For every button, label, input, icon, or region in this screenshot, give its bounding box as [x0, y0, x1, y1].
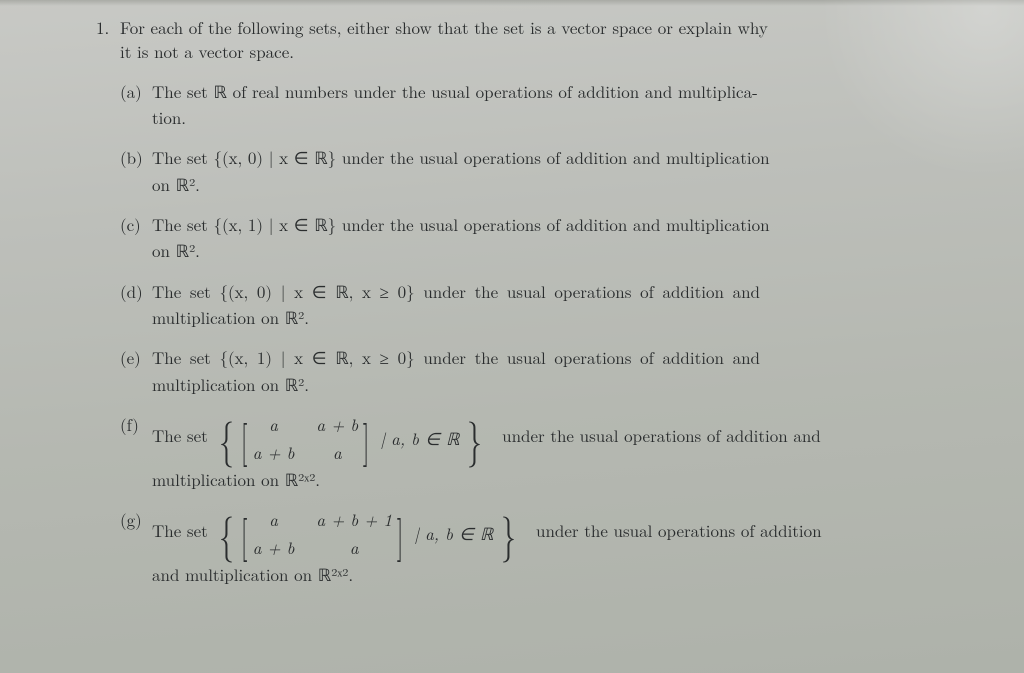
left-bracket-icon: [	[241, 511, 248, 555]
subpart-f-line2: multiplication on ℝ²ˣ².	[152, 467, 320, 491]
subpart-a-label: (a)	[120, 78, 152, 131]
subpart-g: (g) The set { [ a a + b + 1 a + b a ] | …	[120, 506, 969, 587]
right-bracket-icon: ]	[363, 416, 370, 460]
g-m-21: a + b	[253, 534, 295, 560]
problem-1: 1. For each of the following sets, eithe…	[96, 16, 969, 64]
subpart-g-matrix: a a + b + 1 a + b a	[253, 506, 392, 561]
subpart-a-line2: tion.	[152, 105, 186, 129]
left-bracket-icon: [	[241, 416, 248, 460]
g-m-22: a	[316, 534, 392, 560]
subpart-b: (b) The set {(x, 0) | x ∈ ℝ} under the u…	[120, 144, 969, 197]
subpart-f: (f) The set { [ a a + b a + b a ] | a, b…	[120, 411, 969, 492]
subpart-g-condition: | a, b ∈ ℝ	[414, 520, 493, 546]
subpart-b-label: (b)	[120, 144, 152, 197]
subpart-g-line2: and multiplication on ℝ²ˣ².	[152, 562, 353, 586]
subpart-a-text: The set ℝ of real numbers under the usua…	[152, 78, 969, 131]
left-brace-icon: {	[219, 510, 234, 556]
subpart-g-tail: under the usual operations of addition	[536, 518, 822, 542]
f-m-22: a	[316, 439, 358, 465]
document-page: 1. For each of the following sets, eithe…	[0, 0, 1024, 587]
subpart-f-label: (f)	[120, 411, 152, 492]
subpart-b-line2: on ℝ².	[152, 172, 200, 196]
g-m-12: a + b + 1	[316, 506, 392, 532]
subpart-b-line1: The set {(x, 0) | x ∈ ℝ} under the usual…	[152, 145, 770, 169]
subpart-d-line1: The set {(x, 0) | x ∈ ℝ, x ≥ 0} under th…	[152, 279, 760, 303]
subpart-d-line2: multiplication on ℝ².	[152, 305, 309, 329]
f-m-11: a	[253, 411, 295, 437]
subpart-c-line1: The set {(x, 1) | x ∈ ℝ} under the usual…	[152, 212, 770, 236]
left-brace-icon: {	[219, 415, 234, 461]
subpart-g-lead: The set	[152, 518, 208, 542]
right-bracket-icon: ]	[397, 511, 404, 555]
right-brace-icon: }	[467, 415, 482, 461]
subpart-f-lead: The set	[152, 423, 208, 447]
subpart-a: (a) The set ℝ of real numbers under the …	[120, 78, 969, 131]
subpart-e: (e) The set {(x, 1) | x ∈ ℝ, x ≥ 0} unde…	[120, 344, 969, 397]
subpart-e-line2: multiplication on ℝ².	[152, 372, 309, 396]
subparts-list: (a) The set ℝ of real numbers under the …	[120, 78, 969, 588]
subpart-d-text: The set {(x, 0) | x ∈ ℝ, x ≥ 0} under th…	[152, 278, 969, 331]
subpart-a-line1: The set ℝ of real numbers under the usua…	[152, 79, 758, 103]
subpart-f-matrix: a a + b a + b a	[253, 411, 358, 466]
subpart-f-tail: under the usual operations of addition a…	[502, 423, 821, 447]
subpart-c: (c) The set {(x, 1) | x ∈ ℝ} under the u…	[120, 211, 969, 264]
prompt-line-1: For each of the following sets, either s…	[120, 15, 768, 39]
subpart-c-label: (c)	[120, 211, 152, 264]
photo-edge	[0, 0, 1024, 6]
prompt-line-2: it is not a vector space.	[120, 39, 294, 63]
subpart-e-label: (e)	[120, 344, 152, 397]
f-m-12: a + b	[316, 411, 358, 437]
problem-number: 1.	[96, 16, 120, 64]
g-m-11: a	[253, 506, 295, 532]
subpart-f-text: The set { [ a a + b a + b a ] | a, b ∈ ℝ…	[152, 411, 969, 492]
subpart-c-line2: on ℝ².	[152, 238, 200, 262]
subpart-b-text: The set {(x, 0) | x ∈ ℝ} under the usual…	[152, 144, 969, 197]
subpart-c-text: The set {(x, 1) | x ∈ ℝ} under the usual…	[152, 211, 969, 264]
problem-prompt: For each of the following sets, either s…	[120, 16, 969, 64]
subpart-g-set: { [ a a + b + 1 a + b a ] | a, b ∈ ℝ }	[215, 506, 520, 561]
subpart-g-label: (g)	[120, 506, 152, 587]
subpart-f-condition: | a, b ∈ ℝ	[380, 425, 459, 451]
subpart-f-set: { [ a a + b a + b a ] | a, b ∈ ℝ }	[215, 411, 486, 466]
subpart-d-label: (d)	[120, 278, 152, 331]
f-m-21: a + b	[253, 439, 295, 465]
subpart-e-text: The set {(x, 1) | x ∈ ℝ, x ≥ 0} under th…	[152, 344, 969, 397]
right-brace-icon: }	[501, 510, 516, 556]
subpart-e-line1: The set {(x, 1) | x ∈ ℝ, x ≥ 0} under th…	[152, 345, 760, 369]
subpart-d: (d) The set {(x, 0) | x ∈ ℝ, x ≥ 0} unde…	[120, 278, 969, 331]
subpart-g-text: The set { [ a a + b + 1 a + b a ] | a, b…	[152, 506, 969, 587]
